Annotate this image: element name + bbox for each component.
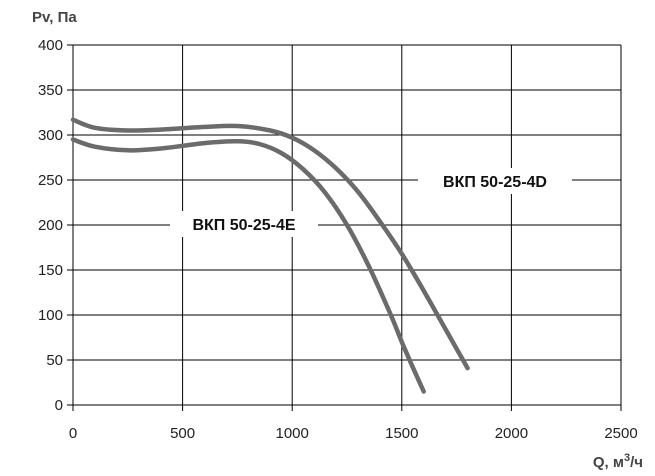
y-tick-label: 50: [46, 352, 63, 369]
y-axis-title: Pv, Па: [32, 9, 77, 26]
x-tick-labels: 0 500 1000 1500 2000 2500: [69, 425, 638, 442]
x-tick-label: 0: [69, 425, 77, 442]
series-line-1: [70, 137, 426, 394]
y-tick-label: 0: [55, 397, 63, 414]
series-label-d-backdrop: [418, 168, 572, 194]
y-tick-label: 350: [38, 82, 63, 99]
x-tick-label: 1000: [276, 425, 309, 442]
series-label-d: ВКП 50-25-4D: [443, 174, 547, 191]
x-axis-title-prefix: Q, м: [593, 454, 624, 471]
y-tick-label: 100: [38, 307, 63, 324]
curves: [70, 117, 470, 394]
y-tick-label: 200: [38, 217, 63, 234]
series-label-e-backdrop: [170, 211, 318, 237]
x-axis-title-sup: 3: [624, 452, 630, 464]
series-line-0: [70, 117, 470, 371]
y-tick-label: 400: [38, 37, 63, 54]
x-tick-label: 2000: [495, 425, 528, 442]
y-tick-label: 300: [38, 127, 63, 144]
x-tick-label: 1500: [385, 425, 418, 442]
x-tick-label: 2500: [604, 425, 637, 442]
y-tick-label: 250: [38, 172, 63, 189]
x-axis-title: Q, м3/ч: [593, 452, 643, 471]
series-label-e: ВКП 50-25-4E: [192, 217, 295, 234]
y-tick-labels: 0 50 100 150 200 250 300 350 400: [38, 37, 63, 414]
y-tick-label: 150: [38, 262, 63, 279]
x-tick-label: 500: [170, 425, 195, 442]
x-axis-title-suffix: /ч: [630, 454, 643, 471]
grid: [67, 44, 622, 411]
